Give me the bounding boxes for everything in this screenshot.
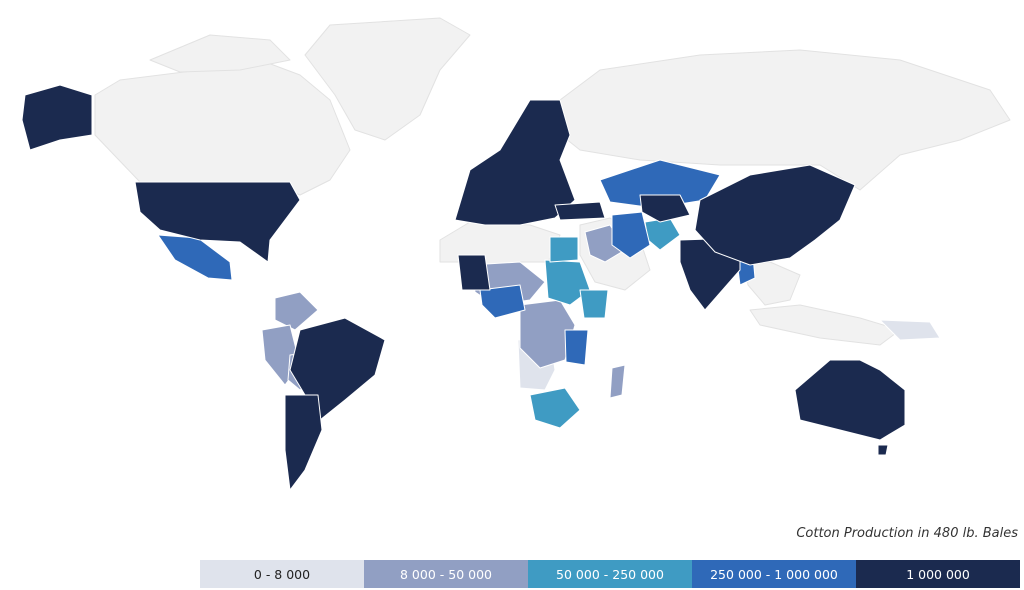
region-south-africa[interactable] xyxy=(529,387,581,429)
region-usa[interactable] xyxy=(134,181,301,263)
region-alaska[interactable] xyxy=(21,84,93,151)
legend-item-bin-3[interactable]: 250 000 - 1 000 000 xyxy=(692,560,856,588)
legend-label: 250 000 - 1 000 000 xyxy=(710,566,838,582)
region-sudan[interactable] xyxy=(544,259,591,306)
region-canada[interactable] xyxy=(94,59,351,196)
region-papua[interactable] xyxy=(879,319,941,341)
legend-title: Cotton Production in 480 lb. Bales xyxy=(796,526,1018,541)
region-indonesia[interactable] xyxy=(749,304,901,346)
region-colombia[interactable] xyxy=(274,291,319,331)
region-greenland[interactable] xyxy=(304,17,471,141)
region-china[interactable] xyxy=(694,164,856,266)
legend-item-bin-1[interactable]: 8 000 - 50 000 xyxy=(364,560,528,588)
legend: 0 - 8 000 8 000 - 50 000 50 000 - 250 00… xyxy=(200,560,1020,588)
region-madagascar[interactable] xyxy=(609,364,626,399)
legend-item-bin-0[interactable]: 0 - 8 000 xyxy=(200,560,364,588)
legend-label: 50 000 - 250 000 xyxy=(556,566,664,582)
region-ethiopia[interactable] xyxy=(579,289,609,319)
legend-item-bin-4[interactable]: 1 000 000 xyxy=(856,560,1020,588)
region-egypt[interactable] xyxy=(549,236,579,263)
region-turkey[interactable] xyxy=(554,201,606,221)
legend-label: 1 000 000 xyxy=(906,566,970,582)
region-australia[interactable] xyxy=(794,359,906,441)
region-mozambique[interactable] xyxy=(564,329,589,366)
legend-label: 8 000 - 50 000 xyxy=(400,566,492,582)
legend-label: 0 - 8 000 xyxy=(253,566,311,582)
region-nigeria-region[interactable] xyxy=(479,284,526,319)
legend-item-bin-2[interactable]: 50 000 - 250 000 xyxy=(528,560,692,588)
region-canada-islands[interactable] xyxy=(149,34,291,73)
region-west-africa-dark[interactable] xyxy=(457,254,491,291)
region-europe[interactable] xyxy=(454,99,576,226)
region-uzbekistan[interactable] xyxy=(639,194,691,223)
world-map xyxy=(21,17,1011,491)
region-mexico[interactable] xyxy=(157,234,233,281)
region-north-africa[interactable] xyxy=(439,221,561,269)
region-russia[interactable] xyxy=(554,49,1011,191)
region-tasmania[interactable] xyxy=(877,444,889,456)
region-pakistan-iran[interactable] xyxy=(611,211,651,259)
region-argentina[interactable] xyxy=(284,394,323,491)
